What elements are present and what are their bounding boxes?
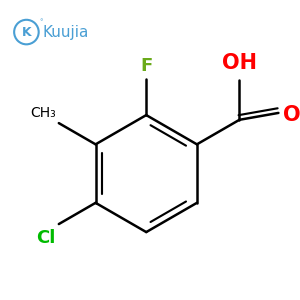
Text: F: F xyxy=(140,56,152,74)
Text: Kuujia: Kuujia xyxy=(43,25,89,40)
Text: O: O xyxy=(283,105,300,125)
Text: Cl: Cl xyxy=(37,229,56,247)
Text: °: ° xyxy=(40,19,43,25)
Text: CH₃: CH₃ xyxy=(30,106,56,120)
Text: K: K xyxy=(22,26,31,39)
Text: OH: OH xyxy=(222,52,257,73)
